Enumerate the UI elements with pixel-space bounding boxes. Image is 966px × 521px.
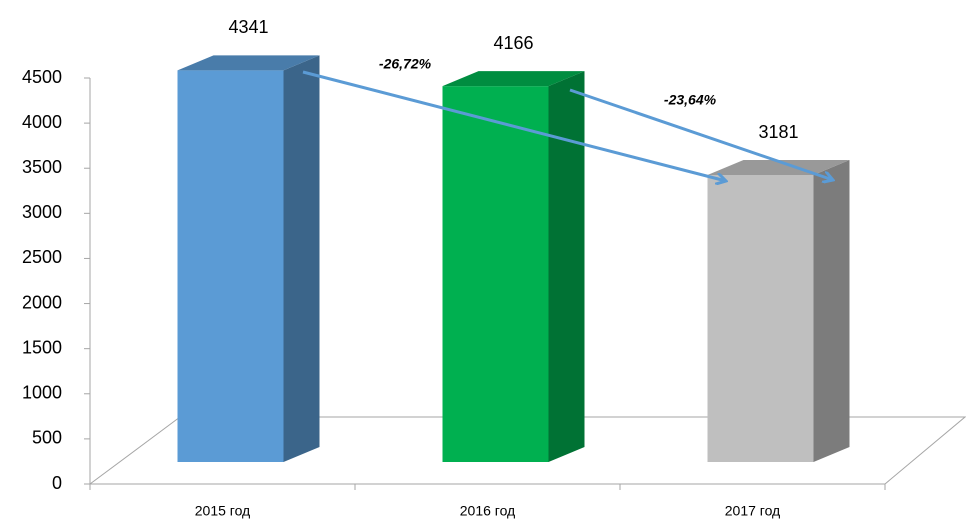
y-tick-label: 0: [52, 473, 62, 493]
bar-top: [707, 160, 850, 176]
y-tick-label: 2000: [22, 292, 62, 312]
y-tick-label: 500: [32, 428, 62, 448]
value-label: 4166: [493, 33, 533, 53]
x-tick-label: 2015 год: [195, 503, 250, 519]
y-tick-label: 1500: [22, 337, 62, 357]
y-tick-label: 3500: [22, 157, 62, 177]
annotation: -23,64%: [664, 92, 717, 108]
bar-side: [813, 160, 850, 462]
bar-side: [548, 71, 585, 463]
y-tick-label: 2500: [22, 247, 62, 267]
value-label: 3181: [758, 122, 798, 142]
bar-front: [442, 86, 549, 463]
x-tick-label: 2017 год: [725, 503, 780, 519]
bar-front: [177, 70, 284, 462]
y-tick-label: 4000: [22, 112, 62, 132]
y-tick-label: 1000: [22, 383, 62, 403]
y-tick-label: 4500: [22, 67, 62, 87]
bar-side: [283, 55, 320, 462]
x-tick-label: 2016 год: [460, 503, 515, 519]
trend-arrow: [569, 88, 833, 180]
bar-front: [707, 175, 814, 462]
y-tick-label: 3000: [22, 202, 62, 222]
bar-top: [442, 71, 585, 87]
bar-top: [177, 55, 320, 71]
trend-arrow: [302, 70, 726, 181]
value-label: 4341: [228, 17, 268, 37]
annotation: -26,72%: [379, 56, 432, 72]
